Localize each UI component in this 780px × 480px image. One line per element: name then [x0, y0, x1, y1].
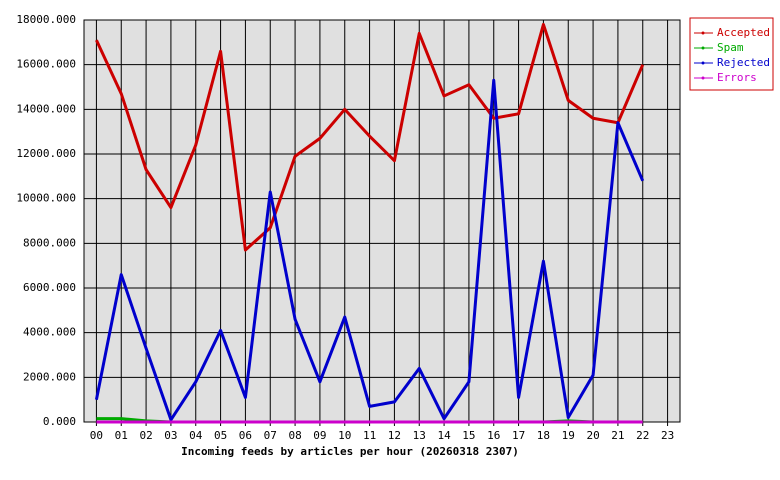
y-tick-label: 10000.000	[16, 192, 76, 205]
x-tick-label: 11	[363, 429, 376, 442]
x-tick-label: 10	[338, 429, 351, 442]
x-tick-label: 08	[288, 429, 301, 442]
y-tick-label: 16000.000	[16, 58, 76, 71]
y-tick-label: 4000.000	[23, 326, 76, 339]
x-tick-label: 13	[413, 429, 426, 442]
x-tick-label: 12	[388, 429, 401, 442]
y-tick-label: 8000.000	[23, 236, 76, 249]
x-tick-label: 17	[512, 429, 525, 442]
y-tick-label: 6000.000	[23, 281, 76, 294]
y-tick-label: 0.000	[43, 415, 76, 428]
legend-marker	[701, 31, 705, 35]
x-tick-label: 03	[164, 429, 177, 442]
legend-label: Spam	[717, 41, 744, 54]
x-tick-label: 18	[537, 429, 550, 442]
legend-label: Accepted	[717, 26, 770, 39]
plot-area	[83, 19, 681, 423]
x-tick-label: 16	[487, 429, 500, 442]
x-tick-label: 00	[90, 429, 103, 442]
y-tick-label: 2000.000	[23, 370, 76, 383]
x-tick-label: 01	[115, 429, 128, 442]
y-tick-label: 12000.000	[16, 147, 76, 160]
legend-label: Errors	[717, 71, 757, 84]
legend-label: Rejected	[717, 56, 770, 69]
x-tick-label: 23	[661, 429, 674, 442]
legend-marker	[701, 46, 705, 50]
x-tick-label: 14	[437, 429, 451, 442]
x-tick-label: 05	[214, 429, 227, 442]
x-tick-label: 22	[636, 429, 649, 442]
x-tick-label: 15	[462, 429, 475, 442]
y-tick-label: 18000.000	[16, 13, 76, 26]
x-tick-label: 06	[239, 429, 252, 442]
x-tick-label: 09	[313, 429, 326, 442]
legend-marker	[701, 61, 705, 65]
series-line	[94, 78, 645, 422]
x-tick-label: 04	[189, 429, 203, 442]
x-tick-label: 21	[611, 429, 624, 442]
y-tick-label: 14000.000	[16, 102, 76, 115]
x-axis-label: Incoming feeds by articles per hour (202…	[181, 445, 519, 458]
x-tick-label: 19	[562, 429, 575, 442]
series-line	[95, 22, 645, 252]
x-tick-label: 02	[139, 429, 152, 442]
x-tick-label: 20	[586, 429, 599, 442]
legend-marker	[701, 76, 705, 80]
x-tick-label: 07	[264, 429, 277, 442]
